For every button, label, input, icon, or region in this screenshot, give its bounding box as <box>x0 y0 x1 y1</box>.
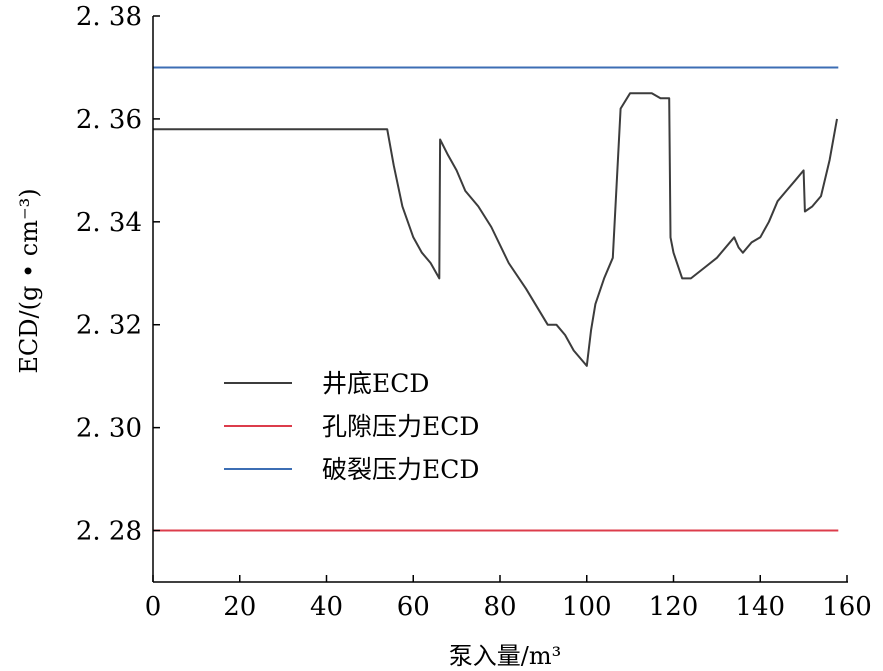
series-line-1 <box>153 92 838 367</box>
x-tick-label: 20 <box>223 592 256 622</box>
y-tick-label: 2. 34 <box>76 208 142 238</box>
y-tick-label: 2. 38 <box>76 2 142 32</box>
x-tick-label: 60 <box>397 592 430 622</box>
x-tick-label: 140 <box>735 592 785 622</box>
legend-label-3: 破裂压力ECD <box>322 455 479 484</box>
y-axis-title: ECD/(g • cm⁻³) <box>15 188 43 373</box>
y-axis-ticks: 2. 28 2. 30 2. 32 2. 34 2. 36 2. 38 <box>76 2 160 547</box>
x-tick-label: 160 <box>822 592 872 622</box>
axes <box>152 16 848 583</box>
x-tick-label: 40 <box>310 592 343 622</box>
legend-label-1: 井底ECD <box>322 369 429 398</box>
x-tick-label: 120 <box>649 592 699 622</box>
x-tick-label: 0 <box>145 592 162 622</box>
y-tick-label: 2. 36 <box>76 105 142 135</box>
legend-label-2: 孔隙压力ECD <box>322 412 479 441</box>
x-axis-ticks: 0 20 40 60 80 100 120 140 160 <box>145 575 872 622</box>
x-tick-label: 100 <box>562 592 612 622</box>
y-tick-label: 2. 30 <box>76 414 142 444</box>
legend: 井底ECD 孔隙压力ECD 破裂压力ECD <box>224 369 479 484</box>
y-tick-label: 2. 28 <box>76 517 142 547</box>
x-axis-title: 泵入量/m³ <box>449 642 561 670</box>
x-tick-label: 80 <box>483 592 516 622</box>
y-tick-label: 2. 32 <box>76 311 142 341</box>
plot-area <box>153 66 839 532</box>
